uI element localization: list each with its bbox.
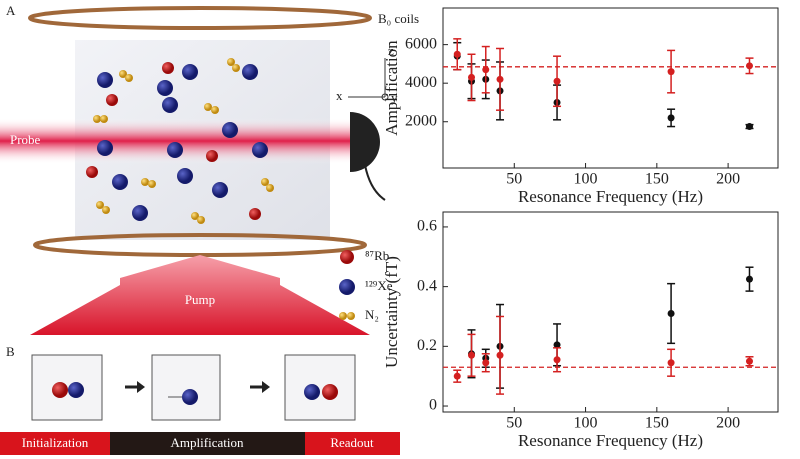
y-tick-label: 0	[429, 397, 437, 414]
axis-label: x	[336, 88, 343, 103]
x-axis-label: Resonance Frequency (Hz)	[518, 431, 703, 450]
detector	[350, 112, 380, 172]
legend-icon	[339, 312, 347, 320]
plot-frame	[442, 7, 779, 169]
stage-bar	[305, 432, 400, 455]
stage-bar	[110, 432, 305, 455]
x-tick-label: 150	[645, 415, 669, 432]
diagram: A B₀ coils Probe z x y	[0, 3, 419, 455]
y-tick-label: 0.2	[417, 337, 437, 354]
stage-label: Readout	[330, 435, 374, 450]
stage-label: Initialization	[22, 435, 89, 450]
axes-icon	[348, 58, 389, 101]
plot-frame	[442, 211, 779, 413]
stage-bar	[0, 432, 110, 455]
axis-label: y	[391, 90, 398, 105]
x-tick-label: 150	[645, 171, 669, 188]
point	[553, 77, 561, 85]
legend-label: N₂	[365, 307, 379, 322]
point	[482, 66, 490, 74]
probe-label: Probe	[10, 132, 41, 147]
legend-icon	[339, 279, 355, 295]
stage-label: Amplification	[171, 435, 244, 450]
x-tick-label: 200	[716, 171, 740, 188]
point	[745, 62, 753, 70]
point	[667, 359, 675, 367]
atoms	[86, 58, 274, 224]
point	[553, 341, 561, 349]
y-tick-label: 0.6	[417, 218, 437, 235]
legend-label: ⁸⁷Rb	[365, 248, 389, 263]
legend-icon	[347, 312, 355, 320]
point	[745, 357, 753, 365]
pump-arrow	[30, 255, 370, 335]
panel-label: A	[6, 3, 16, 18]
point	[745, 123, 753, 131]
x-tick-label: 200	[716, 415, 740, 432]
axis-label: z	[388, 43, 394, 58]
y-tick-label: 6000	[405, 35, 437, 52]
coil	[28, 6, 372, 30]
coil-label: B₀ coils	[378, 11, 419, 26]
x-tick-label: 100	[574, 171, 598, 188]
point	[667, 309, 675, 317]
y-axis-label: Uncertainty (fT)	[382, 256, 401, 368]
y-tick-label: 4000	[405, 74, 437, 91]
point	[468, 351, 476, 359]
pump-label: Pump	[185, 292, 215, 307]
point	[667, 114, 675, 122]
point	[496, 351, 504, 359]
x-axis-label: Resonance Frequency (Hz)	[518, 187, 703, 206]
point	[482, 359, 490, 367]
panel-label: B	[6, 344, 15, 359]
point	[496, 75, 504, 83]
legend-label: ¹²⁹Xe	[365, 278, 393, 293]
y-tick-label: 2000	[405, 112, 437, 129]
x-tick-label: 50	[506, 415, 522, 432]
legend-icon	[340, 250, 354, 264]
point	[453, 372, 461, 380]
stage-icons	[31, 354, 356, 421]
point	[745, 275, 753, 283]
point	[453, 50, 461, 58]
x-tick-label: 100	[574, 415, 598, 432]
y-tick-label: 0.4	[417, 277, 437, 294]
point	[553, 356, 561, 364]
y-axis-label: Amplification	[382, 40, 401, 136]
point	[667, 68, 675, 76]
point	[468, 73, 476, 81]
x-tick-label: 50	[506, 171, 522, 188]
cable	[364, 164, 386, 201]
